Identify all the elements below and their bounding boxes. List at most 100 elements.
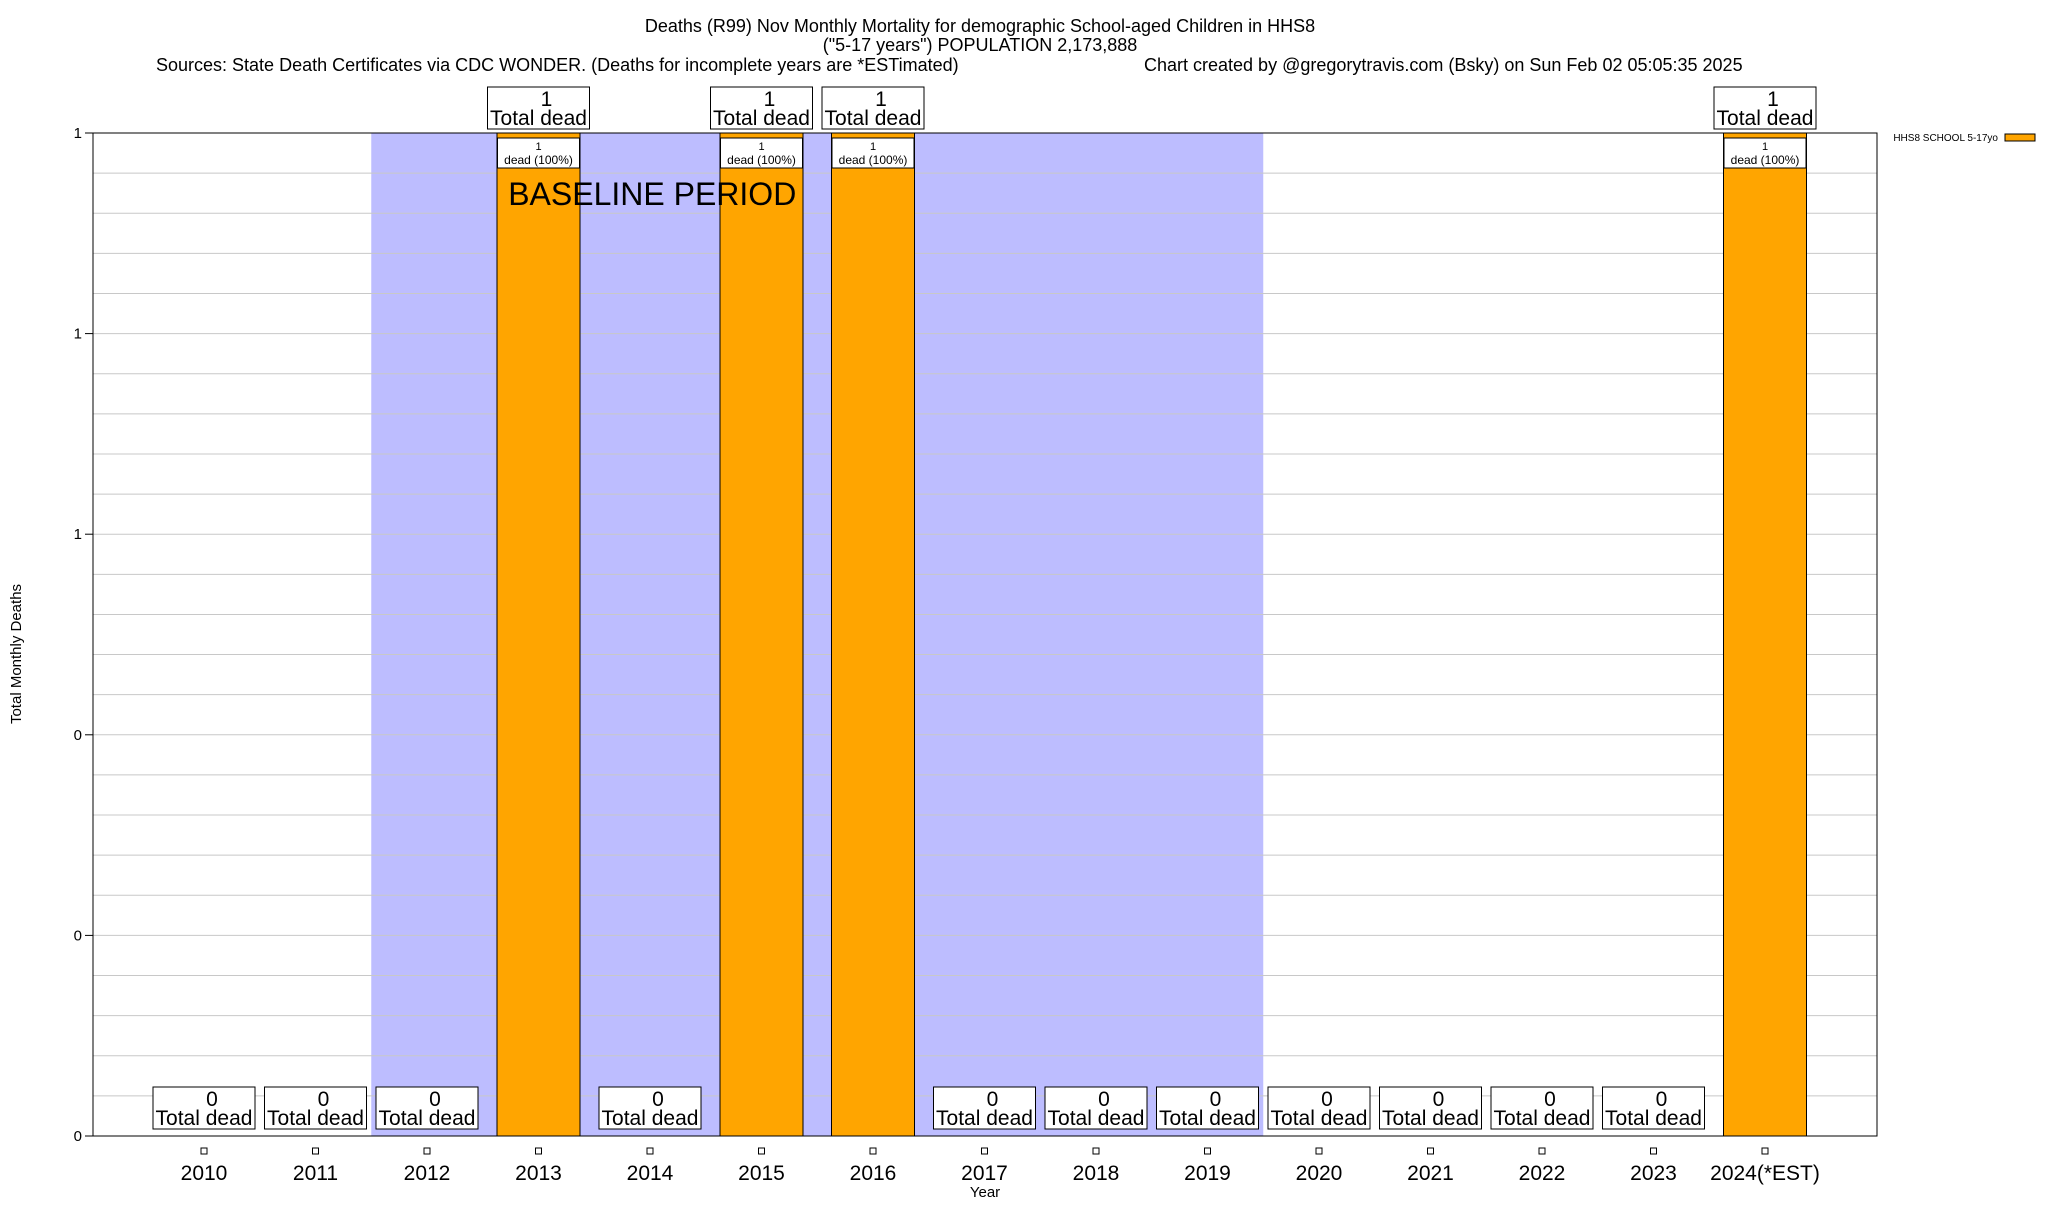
- total-label-text: Total dead: [1382, 1107, 1479, 1130]
- total-label-count: 1: [1767, 88, 1779, 111]
- x-axis-label: Year: [970, 1184, 1000, 1200]
- y-tick-label: 1: [74, 526, 82, 543]
- total-label-count: 0: [652, 1088, 664, 1111]
- total-label-box: [1044, 1086, 1148, 1130]
- total-label-text: Total dead: [490, 107, 587, 130]
- x-tick-label: 2014: [627, 1162, 674, 1185]
- total-label-box: [710, 86, 813, 130]
- total-label-text: Total dead: [1159, 1107, 1256, 1130]
- x-tick-label: 2017: [961, 1162, 1008, 1185]
- bar-label-box: [720, 137, 803, 169]
- bar: [496, 132, 581, 1137]
- bar-label-count: 1: [758, 141, 764, 153]
- bar: [719, 132, 804, 1137]
- x-marker: [758, 1147, 765, 1155]
- x-marker: [1204, 1147, 1211, 1155]
- bar-label-text: dead (100%): [727, 153, 796, 167]
- x-marker: [1427, 1147, 1434, 1155]
- total-label-box: [933, 1086, 1036, 1130]
- x-marker: [869, 1147, 877, 1155]
- x-tick-label: 2013: [515, 1162, 562, 1185]
- total-label-text: Total dead: [1605, 1107, 1702, 1130]
- x-tick-label: 2015: [738, 1162, 785, 1185]
- plot-frame: [92, 132, 1878, 1137]
- bar: [1723, 132, 1807, 1137]
- total-label-count: 0: [1210, 1088, 1222, 1111]
- bar: [831, 132, 915, 1137]
- total-label-count: 1: [541, 88, 553, 111]
- y-tick-label: 0: [74, 1128, 82, 1145]
- x-marker: [1092, 1147, 1100, 1155]
- bar-label-box: [497, 137, 580, 169]
- y-tick-label: 1: [74, 125, 82, 142]
- total-label-box: [487, 86, 590, 130]
- total-label-count: 0: [429, 1088, 441, 1111]
- x-marker: [1761, 1147, 1769, 1155]
- x-marker: [1315, 1147, 1323, 1155]
- x-tick-label: 2023: [1630, 1162, 1677, 1185]
- bar-label-count: 1: [870, 141, 876, 153]
- total-label-count: 0: [318, 1088, 330, 1111]
- x-tick-label: 2010: [181, 1162, 228, 1185]
- x-tick-label: 2012: [404, 1162, 451, 1185]
- total-label-text: Total dead: [1717, 107, 1814, 130]
- x-marker: [200, 1147, 208, 1155]
- total-label-text: Total dead: [1494, 1107, 1591, 1130]
- y-axis-label: Total Monthly Deaths: [8, 584, 25, 724]
- x-tick-label: 2024(*EST): [1710, 1162, 1820, 1185]
- x-marker: [423, 1147, 431, 1155]
- bar-label-box: [1723, 137, 1807, 169]
- total-label-box: [264, 1086, 367, 1130]
- total-label-text: Total dead: [267, 1107, 364, 1130]
- total-label-count: 1: [764, 88, 776, 111]
- total-label-count: 0: [206, 1088, 218, 1111]
- x-tick-label: 2022: [1519, 1162, 1566, 1185]
- chart-sources: Sources: State Death Certificates via CD…: [156, 55, 959, 75]
- y-tick-label: 1: [74, 326, 82, 343]
- x-tick-label: 2020: [1296, 1162, 1343, 1185]
- x-marker: [981, 1147, 988, 1155]
- total-label-box: [152, 1086, 256, 1130]
- bar-label-count: 1: [1762, 141, 1768, 153]
- bar-label-count: 1: [535, 141, 541, 153]
- total-label-box: [375, 1086, 479, 1130]
- total-label-text: Total dead: [936, 1107, 1033, 1130]
- x-marker: [312, 1147, 319, 1155]
- x-marker: [535, 1147, 542, 1155]
- x-marker: [1650, 1147, 1657, 1155]
- total-label-count: 0: [987, 1088, 999, 1111]
- chart-credit: Chart created by @gregorytravis.com (Bsk…: [1144, 55, 1743, 75]
- x-marker: [646, 1147, 654, 1155]
- total-label-box: [1713, 86, 1817, 130]
- total-label-count: 0: [1098, 1088, 1110, 1111]
- baseline-period-label: BASELINE PERIOD: [508, 176, 796, 212]
- total-label-text: Total dead: [713, 107, 810, 130]
- total-label-count: 0: [1433, 1088, 1445, 1111]
- total-label-count: 0: [1656, 1088, 1668, 1111]
- x-tick-label: 2019: [1184, 1162, 1231, 1185]
- chart-title-line-1: Deaths (R99) Nov Monthly Mortality for d…: [645, 16, 1315, 36]
- total-label-box: [1602, 1086, 1705, 1130]
- total-label-box: [598, 1086, 702, 1130]
- x-marker: [1538, 1147, 1546, 1155]
- total-label-text: Total dead: [379, 1107, 476, 1130]
- total-label-box: [1267, 1086, 1371, 1130]
- bar-label-box: [831, 137, 915, 169]
- total-label-box: [1379, 1086, 1482, 1130]
- total-label-box: [821, 86, 925, 130]
- total-label-text: Total dead: [602, 1107, 699, 1130]
- chart-title-line-2: ("5-17 years") POPULATION 2,173,888: [823, 35, 1138, 55]
- bar-label-text: dead (100%): [504, 153, 573, 167]
- bar-label-text: dead (100%): [1731, 153, 1800, 167]
- total-label-count: 0: [1321, 1088, 1333, 1111]
- legend-label: HHS8 SCHOOL 5-17yo: [1893, 133, 1998, 144]
- total-label-count: 1: [875, 88, 887, 111]
- x-tick-label: 2011: [293, 1162, 338, 1185]
- total-label-text: Total dead: [825, 107, 922, 130]
- bar-label-text: dead (100%): [839, 153, 908, 167]
- y-tick-label: 0: [74, 727, 82, 744]
- y-tick-label: 0: [74, 927, 82, 944]
